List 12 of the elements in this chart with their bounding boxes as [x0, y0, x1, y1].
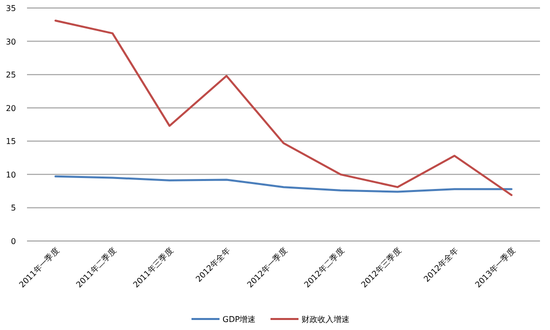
y-tick-label: 5 [10, 204, 16, 213]
y-tick-label: 30 [6, 37, 16, 46]
y-tick-label: 10 [6, 170, 16, 180]
y-tick-label: 20 [6, 104, 16, 113]
y-tick-label: 25 [6, 70, 16, 80]
y-tick-label: 35 [6, 4, 16, 13]
line-series [54, 175, 512, 193]
y-tick-label: 15 [6, 137, 16, 146]
line-series [54, 20, 512, 196]
legend-label: 财政收入增速 [302, 315, 350, 324]
y-tick-label: 0 [10, 237, 16, 246]
legend-label: GDP增速 [222, 315, 256, 324]
